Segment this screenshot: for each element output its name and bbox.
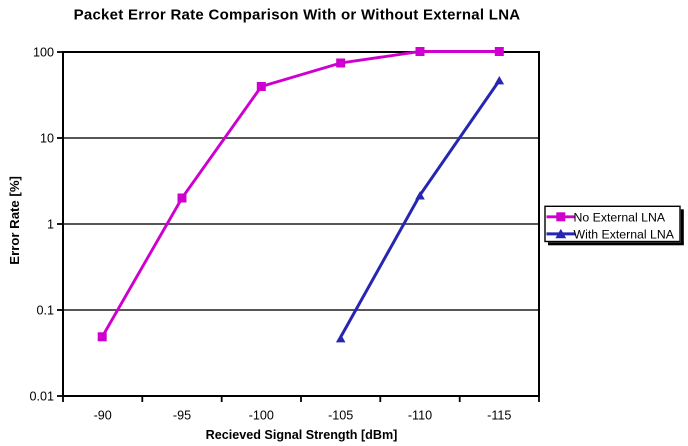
svg-text:0.01: 0.01 <box>29 389 54 403</box>
svg-text:-100: -100 <box>249 409 274 423</box>
svg-text:With External LNA: With External LNA <box>574 228 675 242</box>
svg-text:-90: -90 <box>94 409 112 423</box>
svg-text:100: 100 <box>33 45 54 59</box>
svg-text:-115: -115 <box>487 409 511 423</box>
svg-text:10: 10 <box>40 131 54 145</box>
svg-text:No External LNA: No External LNA <box>574 210 666 224</box>
svg-text:Error Rate [%]: Error Rate [%] <box>7 176 22 265</box>
svg-text:Recieved Signal Strength [dBm]: Recieved Signal Strength [dBm] <box>206 428 398 442</box>
svg-text:Packet Error Rate Comparison W: Packet Error Rate Comparison With or Wit… <box>74 7 521 24</box>
svg-text:-110: -110 <box>408 409 432 423</box>
svg-text:1: 1 <box>47 217 54 231</box>
svg-text:0.1: 0.1 <box>36 303 54 317</box>
svg-text:-105: -105 <box>328 409 353 423</box>
svg-text:-95: -95 <box>173 409 191 423</box>
